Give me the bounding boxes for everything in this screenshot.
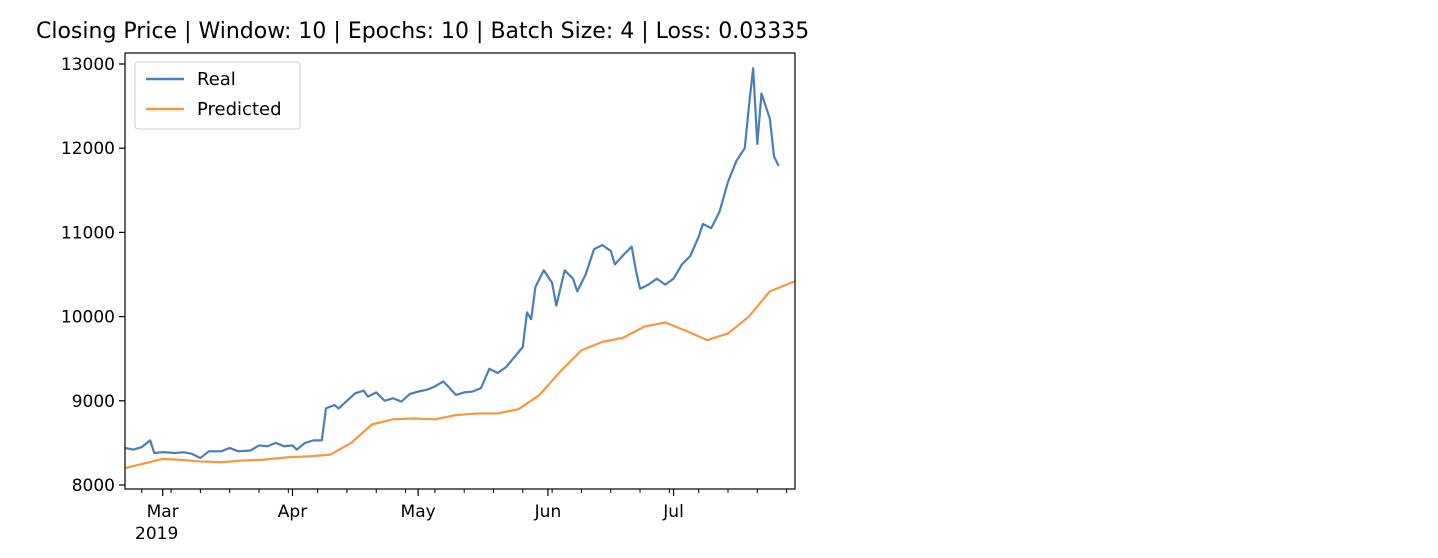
- y-tick-label: 12000: [61, 139, 115, 159]
- series-line-real: [125, 67, 780, 460]
- series-line-predicted: [125, 280, 795, 470]
- y-tick-label: 11000: [61, 223, 115, 243]
- plot-area: [125, 67, 795, 470]
- chart-title: Closing Price | Window: 10 | Epochs: 10 …: [36, 19, 809, 44]
- y-tick-label: 8000: [72, 476, 115, 496]
- y-tick-label: 10000: [61, 308, 115, 328]
- legend-label: Real: [197, 69, 236, 90]
- x-tick-label: Apr: [278, 502, 307, 522]
- x-tick-label: Jul: [662, 502, 684, 522]
- y-tick-label: 13000: [61, 55, 115, 75]
- legend: Real Predicted: [134, 61, 301, 130]
- legend-item-real: Real: [146, 69, 236, 90]
- series-lines: [125, 67, 795, 470]
- x-tick-label: Jun: [534, 502, 562, 522]
- x-tick-label: Mar: [147, 502, 179, 522]
- x-tick-label: May: [401, 502, 436, 522]
- x-tick-sublabel: 2019: [135, 524, 178, 544]
- plot-frame: [124, 52, 796, 490]
- legend-label: Predicted: [197, 99, 282, 120]
- y-tick-label: 9000: [72, 392, 115, 412]
- legend-item-predicted: Predicted: [146, 99, 282, 120]
